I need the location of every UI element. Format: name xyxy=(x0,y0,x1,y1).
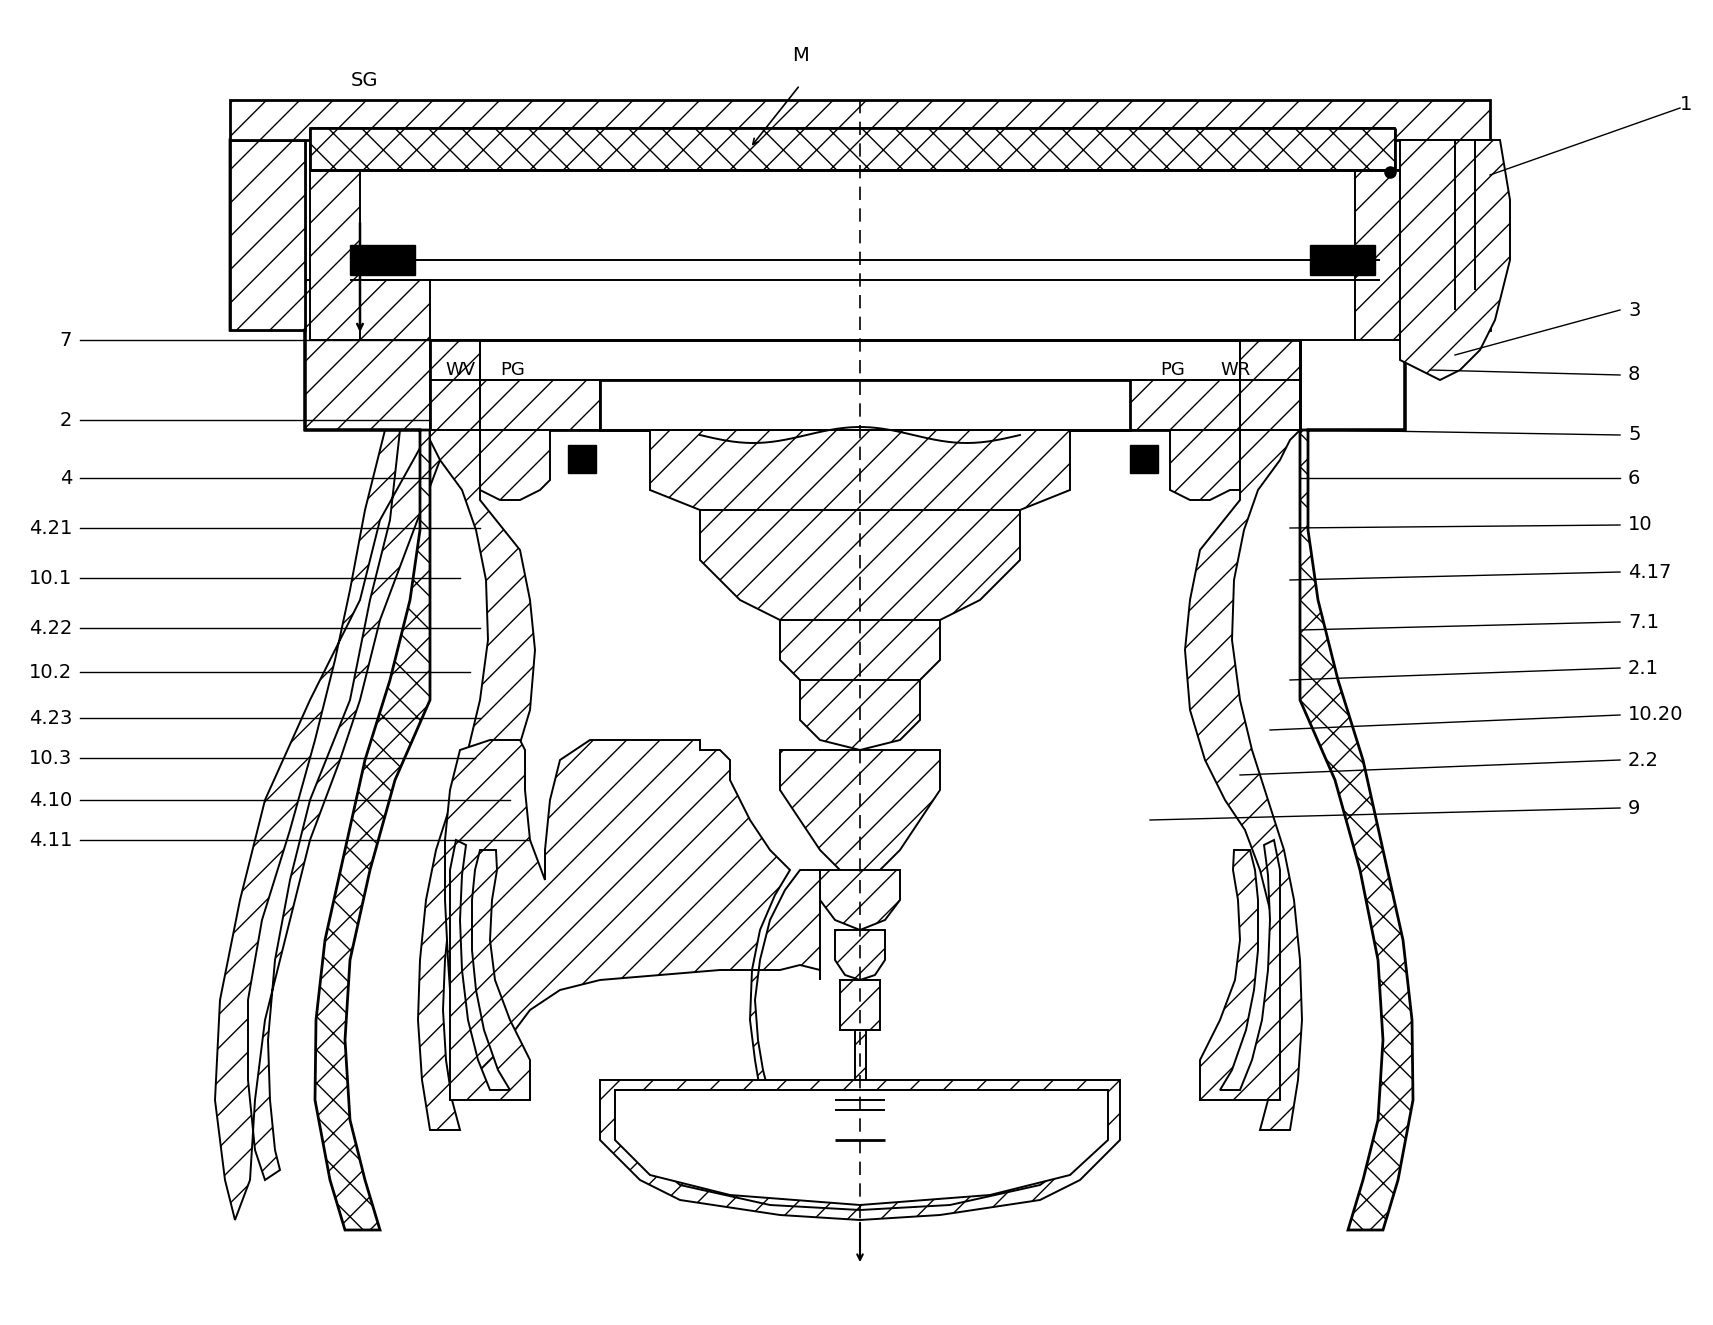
Polygon shape xyxy=(430,341,1300,431)
Text: 10: 10 xyxy=(1627,515,1653,534)
Polygon shape xyxy=(1240,341,1300,431)
Text: 10.20: 10.20 xyxy=(1627,705,1684,725)
Polygon shape xyxy=(430,341,480,431)
Text: WV: WV xyxy=(445,360,475,379)
Text: 9: 9 xyxy=(1627,799,1641,818)
Text: PG: PG xyxy=(500,360,524,379)
Polygon shape xyxy=(445,739,821,1100)
Text: 7.1: 7.1 xyxy=(1627,612,1658,632)
Polygon shape xyxy=(779,750,940,880)
Text: 2: 2 xyxy=(60,411,72,429)
Polygon shape xyxy=(615,1090,1108,1204)
Bar xyxy=(1131,445,1158,473)
Polygon shape xyxy=(600,1080,1120,1220)
Bar xyxy=(349,245,415,276)
Text: M: M xyxy=(791,46,809,65)
Polygon shape xyxy=(779,620,940,690)
Polygon shape xyxy=(800,680,920,750)
Text: 6: 6 xyxy=(1627,469,1641,488)
Text: 10.3: 10.3 xyxy=(29,749,72,767)
Text: 4.17: 4.17 xyxy=(1627,563,1672,582)
Text: 10.2: 10.2 xyxy=(29,662,72,681)
Polygon shape xyxy=(821,871,899,930)
Polygon shape xyxy=(451,840,529,1100)
Polygon shape xyxy=(1400,140,1490,330)
Text: 4.23: 4.23 xyxy=(29,709,72,727)
Polygon shape xyxy=(1355,170,1400,341)
Polygon shape xyxy=(310,129,1394,170)
Polygon shape xyxy=(480,431,550,500)
Polygon shape xyxy=(855,1030,867,1100)
Bar xyxy=(1310,245,1376,276)
Bar xyxy=(569,445,596,473)
Polygon shape xyxy=(1170,431,1240,500)
Text: 1: 1 xyxy=(1680,95,1692,114)
Text: 7: 7 xyxy=(60,330,72,350)
Polygon shape xyxy=(418,431,534,1130)
Text: 2.2: 2.2 xyxy=(1627,750,1658,770)
Text: 5: 5 xyxy=(1627,425,1641,444)
Polygon shape xyxy=(480,380,600,431)
Polygon shape xyxy=(216,280,440,1220)
Polygon shape xyxy=(834,930,886,980)
Polygon shape xyxy=(839,980,880,1030)
Polygon shape xyxy=(230,140,430,1230)
Polygon shape xyxy=(1300,140,1490,1230)
Polygon shape xyxy=(701,510,1019,629)
Polygon shape xyxy=(1185,431,1302,1130)
Text: 4.21: 4.21 xyxy=(29,518,72,538)
Text: 3: 3 xyxy=(1627,301,1641,319)
Text: 2.1: 2.1 xyxy=(1627,659,1658,677)
Text: 4.22: 4.22 xyxy=(29,619,72,637)
Polygon shape xyxy=(600,380,1131,431)
Polygon shape xyxy=(310,170,360,341)
Text: 4: 4 xyxy=(60,469,72,488)
Text: 8: 8 xyxy=(1627,366,1641,384)
Text: 4.10: 4.10 xyxy=(29,791,72,810)
Polygon shape xyxy=(1201,840,1280,1100)
Polygon shape xyxy=(649,431,1071,519)
Polygon shape xyxy=(834,1100,886,1140)
Text: 4.11: 4.11 xyxy=(29,831,72,849)
Polygon shape xyxy=(1131,380,1240,431)
Polygon shape xyxy=(230,99,1490,140)
Text: WR: WR xyxy=(1220,360,1250,379)
Text: PG: PG xyxy=(1160,360,1185,379)
Polygon shape xyxy=(1400,140,1509,380)
Text: 10.1: 10.1 xyxy=(29,568,72,587)
Polygon shape xyxy=(230,140,305,330)
Text: SG: SG xyxy=(351,72,379,90)
Polygon shape xyxy=(641,1100,1089,1210)
